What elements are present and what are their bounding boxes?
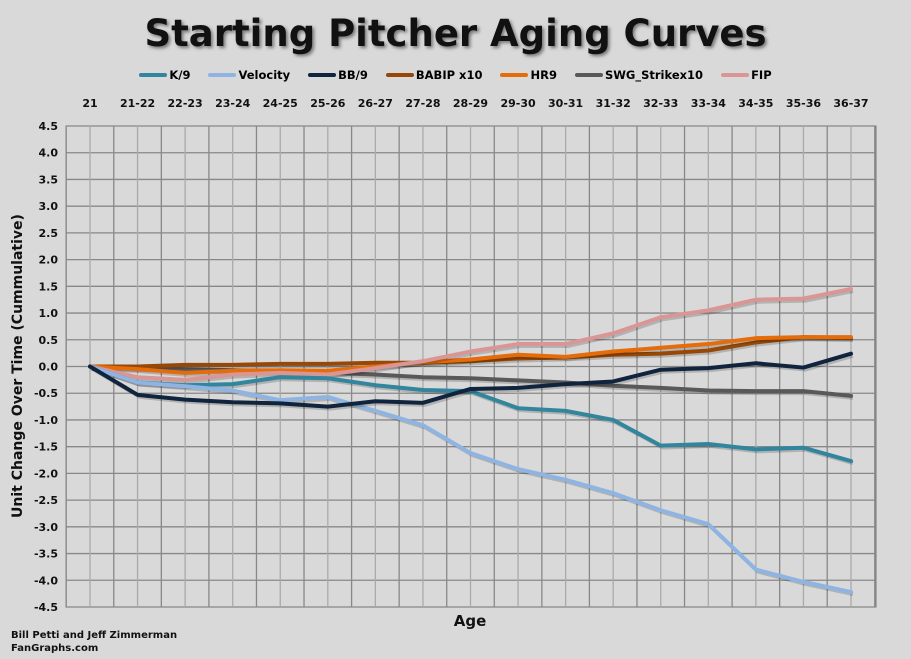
legend-swatch [308, 73, 337, 77]
legend: K/9 Velocity BB/9 BABIP x10 HR9 SWG_Strikex10… [0, 68, 911, 82]
legend-item: FIP [721, 68, 772, 82]
y-tick-label: 1.5 [39, 280, 59, 293]
x-tick-label: 33-34 [691, 97, 727, 110]
legend-swatch [721, 73, 750, 77]
x-tick-label: 24-25 [263, 97, 298, 110]
x-tick-label: 21 [82, 97, 97, 110]
x-tick-label: 32-33 [643, 97, 678, 110]
series-shadow [91, 289, 854, 384]
legend-label: SWG_Strikex10 [604, 68, 704, 82]
y-tick-label: -4.0 [34, 574, 58, 587]
x-tick-label: 28-29 [453, 97, 488, 110]
series-line-velocity [88, 364, 853, 595]
series-line-hr9 [88, 335, 853, 375]
legend-label: HR9 [530, 68, 557, 82]
legend-label: BABIP x10 [415, 68, 483, 82]
legend-label: K/9 [169, 68, 191, 82]
legend-label: BB/9 [338, 68, 368, 82]
legend-swatch [385, 73, 414, 77]
y-tick-label: 2.0 [39, 254, 59, 267]
legend-item: K/9 [139, 68, 190, 82]
y-tick-label: -0.5 [34, 387, 58, 400]
legend-swatch [208, 73, 237, 77]
x-tick-label: 21-22 [120, 97, 155, 110]
credit-authors: Bill Petti and Jeff Zimmerman [11, 630, 178, 641]
y-tick-label: -3.0 [34, 521, 58, 534]
x-tick-label: 36-37 [833, 97, 868, 110]
series-line-fip [88, 287, 853, 382]
y-tick-label: -3.5 [34, 548, 58, 561]
y-tick-label: 2.5 [39, 227, 59, 240]
x-tick-label: 26-27 [358, 97, 393, 110]
x-tick-label: 25-26 [310, 97, 346, 110]
x-tick-label: 35-36 [786, 97, 822, 110]
x-tick-label: 29-30 [500, 97, 536, 110]
legend-item: Velocity [208, 68, 290, 82]
credit: Bill Petti and Jeff Zimmerman FanGraphs.… [11, 629, 177, 655]
y-tick-label: -1.5 [34, 441, 58, 454]
y-tick-label: 4.5 [39, 120, 59, 133]
series-line-bb-9 [88, 351, 853, 409]
y-tick-label: 3.5 [39, 173, 59, 186]
x-tick-label: 27-28 [405, 97, 440, 110]
legend-label: Velocity [238, 68, 291, 82]
x-tick-label: 23-24 [215, 97, 251, 110]
credit-site: FanGraphs.com [11, 643, 99, 654]
legend-label: FIP [751, 68, 772, 82]
y-tick-label: -2.5 [34, 494, 58, 507]
y-tick-label: 3.0 [39, 200, 59, 213]
legend-swatch [574, 73, 603, 77]
legend-swatch [139, 73, 168, 77]
y-tick-label: -1.0 [34, 414, 58, 427]
series-shadow [91, 337, 853, 377]
y-tick-label: -4.5 [34, 601, 58, 614]
series-line-k-9 [88, 364, 853, 464]
legend-item: BB/9 [308, 68, 368, 82]
y-tick-label: 0.0 [39, 361, 59, 374]
x-axis-label: Age [454, 612, 487, 630]
y-tick-label: 4.0 [39, 147, 59, 160]
y-axis-label: Unit Change Over Time (Cummulative) [10, 214, 26, 518]
legend-item: SWG_Strikex10 [574, 68, 704, 82]
x-tick-label: 22-23 [168, 97, 203, 110]
y-tick-label: 1.0 [39, 307, 59, 320]
legend-item: HR9 [500, 68, 557, 82]
legend-swatch [500, 73, 529, 77]
y-tick-label: 0.5 [39, 334, 59, 347]
x-tick-label: 34-35 [738, 97, 773, 110]
legend-item: BABIP x10 [385, 68, 483, 82]
chart-title: Starting Pitcher Aging Curves [144, 12, 767, 55]
x-tick-label: 31-32 [596, 97, 631, 110]
x-tick-label: 30-31 [548, 97, 583, 110]
y-tick-label: -2.0 [34, 467, 58, 480]
